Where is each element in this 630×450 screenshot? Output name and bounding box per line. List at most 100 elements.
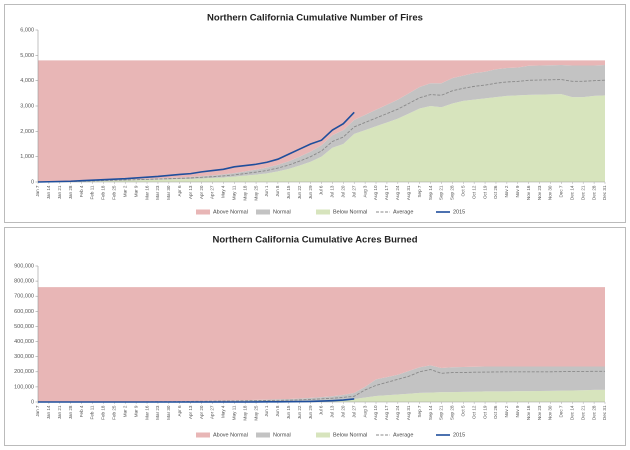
y-tick-label: 6,000 — [20, 27, 34, 33]
x-tick-label: Oct 19 — [482, 405, 487, 419]
y-tick-label: 3,000 — [20, 103, 34, 109]
x-tick-label: Feb 18 — [101, 405, 106, 420]
x-tick-label: Jul 27 — [351, 185, 356, 198]
x-tick-label: Feb 11 — [90, 405, 95, 419]
x-tick-label: Mar 30 — [166, 185, 171, 200]
x-tick-label: Nov 2 — [504, 405, 509, 417]
area — [38, 64, 605, 182]
x-tick-label: May 11 — [231, 405, 236, 420]
x-tick-label: Oct 12 — [471, 405, 476, 419]
legend-label: 2015 — [453, 432, 465, 438]
legend-label: Above Normal — [213, 209, 248, 215]
x-tick-label: Mar 16 — [144, 405, 149, 420]
x-tick-label: Dec 7 — [559, 185, 564, 197]
x-tick-label: Jul 6 — [319, 405, 324, 415]
x-tick-label: Jun 1 — [264, 185, 269, 197]
x-tick-label: Apr 6 — [177, 185, 182, 196]
legend-swatch — [316, 432, 330, 438]
y-tick-label: 300,000 — [14, 354, 34, 360]
x-tick-label: Dec 28 — [591, 405, 596, 420]
x-tick-label: Feb 18 — [101, 185, 106, 200]
x-tick-label: Apr 6 — [177, 405, 182, 416]
x-tick-label: Nov 30 — [548, 405, 553, 420]
x-tick-label: Jun 29 — [308, 185, 313, 199]
x-tick-label: May 4 — [221, 405, 226, 418]
x-tick-label: May 25 — [253, 405, 258, 421]
line — [37, 111, 355, 183]
x-tick-label: Jan 21 — [57, 405, 62, 419]
x-tick-label: Mar 23 — [155, 405, 160, 420]
area — [38, 94, 605, 182]
line — [37, 79, 606, 183]
x-tick-label: Jan 21 — [57, 185, 62, 199]
x-tick-label: Aug 10 — [373, 405, 378, 420]
x-tick-label: Oct 26 — [493, 185, 498, 199]
chart-title: Northern California Cumulative Acres Bur… — [213, 235, 418, 246]
line — [38, 369, 605, 403]
y-tick-label: 200,000 — [14, 369, 34, 375]
x-tick-label: Mar 23 — [155, 185, 160, 200]
y-tick-label: 800,000 — [14, 279, 34, 285]
x-tick-label: Jun 29 — [308, 405, 313, 419]
legend-label: Below Normal — [333, 432, 367, 438]
y-tick-label: 0 — [31, 399, 34, 405]
x-tick-label: Oct 19 — [482, 185, 487, 199]
x-tick-label: Aug 3 — [362, 185, 367, 197]
x-tick-label: Sep 28 — [450, 185, 455, 200]
x-tick-label: Jun 1 — [264, 405, 269, 417]
legend-label: Above Normal — [213, 432, 248, 438]
x-tick-label: Dec 21 — [580, 405, 585, 420]
x-tick-label: Jul 20 — [341, 405, 346, 418]
x-tick-label: Jan 7 — [35, 185, 40, 197]
x-tick-label: Feb 25 — [112, 405, 117, 420]
legend-swatch — [316, 209, 330, 215]
area — [38, 365, 605, 402]
x-tick-label: Mar 2 — [122, 405, 127, 417]
x-tick-label: May 4 — [221, 185, 226, 198]
x-tick-label: Dec 31 — [602, 405, 607, 420]
x-tick-label: May 25 — [253, 185, 258, 201]
x-tick-label: Sep 21 — [439, 405, 444, 420]
x-tick-label: Jan 14 — [46, 185, 51, 199]
x-tick-label: Jan 7 — [35, 405, 40, 417]
x-tick-label: Sep 21 — [439, 185, 444, 200]
x-tick-label: Jun 15 — [286, 405, 291, 419]
x-tick-label: Jun 8 — [275, 405, 280, 417]
x-tick-label: Dec 14 — [570, 185, 575, 200]
x-tick-label: Feb 25 — [112, 185, 117, 200]
legend-label: Below Normal — [333, 209, 367, 215]
x-tick-label: Oct 26 — [493, 405, 498, 419]
area — [38, 287, 605, 402]
x-tick-label: Oct 12 — [471, 185, 476, 199]
legend-label: Average — [393, 432, 413, 438]
x-tick-label: Aug 10 — [373, 185, 378, 200]
x-tick-label: Apr 13 — [188, 405, 193, 419]
legend-swatch — [196, 209, 210, 215]
x-tick-label: Apr 13 — [188, 185, 193, 199]
chart-title: Northern California Cumulative Number of… — [207, 13, 423, 24]
x-tick-label: Aug 17 — [384, 405, 389, 420]
y-tick-label: 4,000 — [20, 78, 34, 84]
x-tick-label: Jan 28 — [68, 405, 73, 419]
y-tick-label: 500,000 — [14, 324, 34, 330]
y-tick-label: 2,000 — [20, 129, 34, 135]
legend-swatch — [196, 432, 210, 438]
x-tick-label: Dec 21 — [580, 185, 585, 200]
legend-label: 2015 — [453, 209, 465, 215]
x-tick-label: Nov 30 — [548, 185, 553, 200]
y-tick-label: 400,000 — [14, 339, 34, 345]
x-tick-label: Oct 5 — [460, 405, 465, 416]
x-tick-label: Jun 22 — [297, 185, 302, 199]
x-tick-label: Jan 28 — [68, 185, 73, 199]
x-tick-label: Dec 28 — [591, 185, 596, 200]
y-tick-label: 100,000 — [14, 384, 34, 390]
x-tick-label: Jul 13 — [330, 185, 335, 198]
x-tick-label: Mar 9 — [133, 185, 138, 197]
y-tick-label: 1,000 — [20, 154, 34, 160]
y-tick-label: 5,000 — [20, 53, 34, 59]
x-tick-label: Jan 14 — [46, 405, 51, 419]
x-tick-label: Jun 22 — [297, 405, 302, 419]
x-tick-label: Aug 3 — [362, 405, 367, 417]
x-tick-label: May 18 — [242, 185, 247, 201]
x-tick-label: Mar 9 — [133, 405, 138, 417]
